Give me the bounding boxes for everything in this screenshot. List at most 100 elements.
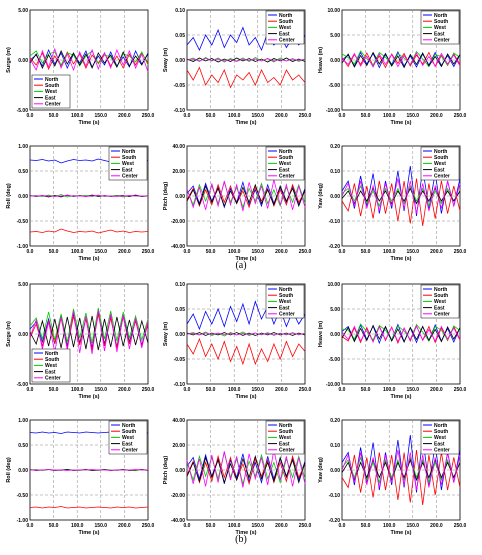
chart-b-heave-xtick-label: 150.0 xyxy=(407,387,420,393)
chart-b-pitch-legend-label-west: West xyxy=(279,435,291,441)
chart-b-heave-ylabel: Heave (m) xyxy=(318,321,324,347)
chart-a-yaw-legend-label-north: North xyxy=(434,149,447,155)
chart-a-heave-ytick-label: 5.00 xyxy=(330,33,340,39)
chart-a-yaw-legend-label-south: South xyxy=(434,155,448,161)
chart-b-yaw-xtick-label: 50.0 xyxy=(361,523,371,529)
chart-a-surge-xtick-label: 50.0 xyxy=(49,113,59,119)
chart-a-surge-xtick-label: 250.0 xyxy=(142,113,155,119)
chart-a-yaw-xtick-label: 0.0 xyxy=(339,249,346,255)
caption-a: (a) xyxy=(235,260,247,271)
chart-a-sway-ytick-label: 0.00 xyxy=(175,58,185,64)
chart-a-roll-xtick-label: 100.0 xyxy=(71,249,84,255)
chart-a-heave-series-center xyxy=(341,52,461,68)
chart-a-surge-xlabel: Time (s) xyxy=(79,120,100,126)
chart-a-pitch-ylabel: Pitch (deg) xyxy=(163,182,169,211)
chart-a-sway-legend-label-west: West xyxy=(279,25,291,31)
chart-a-pitch-series-center xyxy=(186,179,306,212)
chart-a-heave-xtick-label: 150.0 xyxy=(407,113,420,119)
chart-a-heave-ytick-label: -10.00 xyxy=(326,108,340,114)
chart-b-yaw-legend-label-north: North xyxy=(434,423,447,429)
chart-b-yaw-series-center xyxy=(341,449,461,491)
chart-b-pitch: 40.00 20.00 0.00 -20.00 -40.000.0 50.0 100.0 15… xyxy=(163,418,311,536)
chart-a-yaw-xtick-label: 200.0 xyxy=(430,249,443,255)
chart-a-pitch-legend-label-north: North xyxy=(279,149,292,155)
chart-b-yaw-ytick-label: 0.00 xyxy=(330,468,340,474)
chart-b-pitch-xtick-label: 150.0 xyxy=(252,523,265,529)
chart-b-pitch-xlabel: Time (s) xyxy=(236,530,257,536)
chart-a-roll-ytick-label: 1.00 xyxy=(18,144,28,150)
chart-a-roll-series-east xyxy=(29,194,149,198)
chart-b-sway-legend-label-east: East xyxy=(279,305,290,311)
chart-b-sway-ytick-label: 0.10 xyxy=(175,282,185,288)
chart-a-roll-xlabel: Time (s) xyxy=(79,256,100,262)
chart-a-roll-xtick-label: 0.0 xyxy=(27,249,34,255)
chart-b-heave-xtick-label: 250.0 xyxy=(454,387,467,393)
chart-a-pitch-ytick-label: -40.00 xyxy=(171,244,185,250)
chart-b-pitch-ytick-label: -40.00 xyxy=(171,518,185,524)
chart-b-heave-ytick-label: 5.00 xyxy=(330,307,340,313)
chart-a-yaw-ylabel: Yaw (deg) xyxy=(318,183,324,209)
chart-b-heave-legend-label-south: South xyxy=(434,293,448,299)
chart-b-pitch-series-east xyxy=(186,454,306,484)
chart-a-sway-xtick-label: 150.0 xyxy=(252,113,265,119)
chart-a-sway: 0.10 0.05 0.00 -0.05 -0.100.0 50.0 100.0 150.0 2… xyxy=(163,8,311,126)
chart-b-yaw-series-north xyxy=(341,434,461,493)
chart-a-yaw-xtick-label: 100.0 xyxy=(383,249,396,255)
chart-a-roll-xtick-label: 200.0 xyxy=(118,249,131,255)
chart-a-yaw-series-south xyxy=(341,178,461,227)
chart-b-heave-ytick-label: 0.00 xyxy=(330,332,340,338)
chart-b-roll-ylabel: Roll (deg) xyxy=(6,457,12,483)
chart-b-roll: 1.00 0.50 0.00 -0.50 -1.000.0 50.0 100.0 150.0 2… xyxy=(6,418,154,536)
chart-a-sway-xlabel: Time (s) xyxy=(236,120,257,126)
chart-a-surge-series-west xyxy=(29,50,149,68)
chart-b-roll-ytick-label: 0.00 xyxy=(18,468,28,474)
chart-b-heave-series-center xyxy=(341,324,461,343)
chart-b-pitch-series-center xyxy=(186,449,306,488)
chart-b-surge-xtick-label: 0.0 xyxy=(27,387,34,393)
chart-b-roll-xtick-label: 250.0 xyxy=(142,523,155,529)
chart-a-yaw-xtick-label: 250.0 xyxy=(454,249,467,255)
chart-b-sway-xtick-label: 0.0 xyxy=(184,387,191,393)
chart-b-roll-ytick-label: 1.00 xyxy=(18,418,28,424)
chart-b-heave-legend-label-west: West xyxy=(434,299,446,305)
chart-b-sway-series-south xyxy=(186,337,306,366)
chart-a-surge-xtick-label: 150.0 xyxy=(95,113,108,119)
chart-b-sway-ylabel: Sway (m) xyxy=(163,322,169,346)
chart-a-roll-ytick-label: 0.00 xyxy=(18,194,28,200)
chart-b-pitch-legend-label-center: Center xyxy=(279,448,295,454)
chart-a-pitch-legend-label-south: South xyxy=(279,155,293,161)
chart-a-surge-legend-label-center: Center xyxy=(45,102,61,108)
chart-a-yaw-legend-label-east: East xyxy=(434,167,445,173)
chart-b-surge-xlabel: Time (s) xyxy=(79,394,100,400)
chart-a-surge-ytick-label: 0.00 xyxy=(18,58,28,64)
chart-a-yaw-xtick-label: 150.0 xyxy=(407,249,420,255)
chart-a-pitch-xtick-label: 100.0 xyxy=(228,249,241,255)
chart-b-surge-series-center xyxy=(29,309,149,355)
chart-a-sway-ytick-label: 0.05 xyxy=(175,33,185,39)
chart-b-sway-ytick-label: 0.05 xyxy=(175,307,185,313)
chart-a-sway-ytick-label: -0.05 xyxy=(174,83,186,89)
chart-b-surge-legend-label-north: North xyxy=(45,351,58,357)
chart-b-surge-series-west xyxy=(29,307,149,344)
chart-a-yaw-ytick-label: 0.10 xyxy=(330,169,340,175)
chart-b-sway: 0.10 0.05 0.00 -0.05 -0.100.0 50.0 100.0 150.0 2… xyxy=(163,282,311,400)
chart-b-pitch-xtick-label: 200.0 xyxy=(275,523,288,529)
chart-b-surge-ylabel: Surge (m) xyxy=(6,321,12,347)
chart-a-roll-legend-label-east: East xyxy=(122,167,133,173)
chart-b-pitch-xtick-label: 50.0 xyxy=(206,523,216,529)
chart-a-pitch-xtick-label: 200.0 xyxy=(275,249,288,255)
chart-b-heave-xtick-label: 50.0 xyxy=(361,387,371,393)
chart-b-roll-series-center xyxy=(30,469,148,471)
chart-b-roll-legend-label-south: South xyxy=(122,429,136,435)
chart-a-roll-xtick-label: 250.0 xyxy=(142,249,155,255)
chart-b-surge-series-east xyxy=(29,315,149,351)
chart-b-roll-legend-label-center: Center xyxy=(122,448,138,454)
chart-a-yaw: 0.20 0.10 0.00 -0.10 -0.200.0 50.0 100.0 150.0 2… xyxy=(318,144,466,262)
chart-b-pitch-ytick-label: 0.00 xyxy=(175,468,185,474)
chart-b-sway-ytick-label: -0.05 xyxy=(174,357,186,363)
chart-a-roll-legend-label-south: South xyxy=(122,155,136,161)
